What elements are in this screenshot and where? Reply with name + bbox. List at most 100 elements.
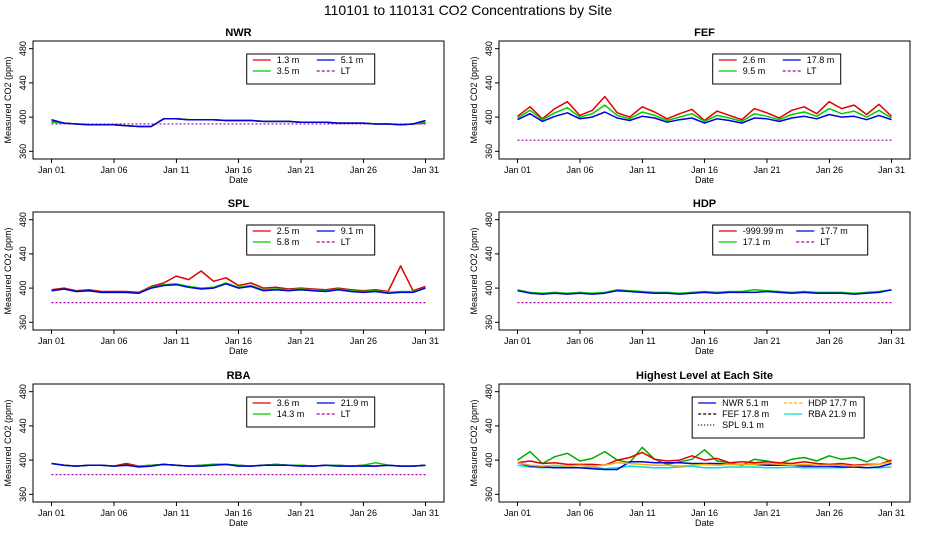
x-tick-label: Jan 11: [163, 508, 189, 518]
legend-label: 17.7 m: [820, 226, 848, 236]
y-tick-label: 440: [18, 418, 28, 433]
x-tick-label: Jan 21: [287, 165, 314, 175]
legend-label: LT: [807, 66, 817, 76]
series-line-fef-17-8-m: [517, 446, 892, 466]
legend-box: [712, 53, 842, 85]
x-tick-label: Jan 01: [504, 336, 531, 346]
x-tick-label: Jan 16: [225, 336, 252, 346]
plot-frame: [32, 40, 445, 160]
y-tick-label: 360: [18, 487, 28, 502]
y-axis-label: Measured CO2 (ppm): [3, 227, 13, 314]
panel-nwr: NWR 360 400 440 480 Measured CO2 (ppm) Jan 01 J…: [3, 27, 445, 185]
legend-box: [246, 396, 376, 428]
series-line-nwr-5-1-m: [517, 461, 892, 471]
x-axis-label: Date: [695, 518, 714, 528]
x-tick-label: Jan 31: [412, 508, 439, 518]
panel-title: Highest Level at Each Site: [636, 370, 773, 382]
legend-label: 1.3 m: [277, 55, 300, 65]
y-tick-label: 480: [484, 212, 494, 227]
x-tick-label: Jan 26: [350, 508, 377, 518]
legend-box: [691, 396, 865, 439]
x-axis-label: Date: [229, 518, 248, 528]
x-tick-label: Jan 21: [753, 508, 780, 518]
panel-rba: RBA 360 400 440 480 Measured CO2 (ppm) Jan 01 J…: [3, 370, 445, 528]
legend-label: LT: [820, 237, 830, 247]
legend-label: 3.6 m: [277, 398, 300, 408]
y-axis-label: Measured CO2 (ppm): [3, 399, 13, 486]
y-axis-label: Measured CO2 (ppm): [469, 56, 479, 143]
y-axis-label: Measured CO2 (ppm): [469, 227, 479, 314]
series-line-9-5-m: [517, 104, 892, 123]
legend: NWR 5.1 m HDP 17.7 m FEF 17.8 m RBA 21.9 m S…: [691, 396, 865, 439]
legend-label: 17.8 m: [807, 55, 835, 65]
y-tick-label: 440: [18, 75, 28, 90]
y-tick-label: 400: [18, 110, 28, 125]
panel-title: RBA: [227, 370, 251, 382]
x-axis-label: Date: [229, 346, 248, 356]
x-tick-label: Jan 26: [350, 336, 377, 346]
y-tick-label: 440: [484, 418, 494, 433]
x-tick-label: Jan 06: [566, 165, 593, 175]
y-tick-label: 400: [484, 453, 494, 468]
x-tick-label: Jan 16: [691, 508, 718, 518]
legend: 2.6 m 17.8 m 9.5 m LT: [712, 53, 842, 85]
x-axis-label: Date: [695, 175, 714, 185]
y-tick-label: 360: [18, 144, 28, 159]
series-line-spl-9-1-m: [517, 451, 892, 466]
legend-label: 21.9 m: [341, 398, 369, 408]
plot-frame: [32, 211, 445, 331]
x-axis-label: Date: [695, 346, 714, 356]
x-tick-label: Jan 16: [691, 165, 718, 175]
legend-label: 9.1 m: [341, 226, 364, 236]
y-tick-label: 360: [484, 315, 494, 330]
panel-title: SPL: [228, 198, 250, 210]
y-tick-label: 400: [18, 453, 28, 468]
x-tick-label: Jan 11: [629, 508, 655, 518]
y-tick-label: 440: [484, 246, 494, 261]
series-line-9-1-m: [51, 283, 426, 294]
legend: 3.6 m 21.9 m 14.3 m LT: [246, 396, 376, 428]
series-line-2-6-m: [517, 95, 893, 122]
x-tick-label: Jan 26: [816, 336, 843, 346]
legend-box: [246, 53, 376, 85]
x-tick-label: Jan 11: [629, 336, 655, 346]
x-tick-label: Jan 21: [287, 508, 314, 518]
x-tick-label: Jan 31: [878, 336, 905, 346]
x-tick-label: Jan 21: [753, 165, 780, 175]
series-line-2-5-m: [51, 265, 426, 294]
y-tick-label: 480: [18, 41, 28, 56]
legend-label: 5.1 m: [341, 55, 364, 65]
series-line-hdp-17-7-m: [517, 461, 892, 467]
x-tick-label: Jan 16: [225, 165, 252, 175]
legend-label: FEF 17.8 m: [722, 409, 769, 419]
y-axis-label: Measured CO2 (ppm): [3, 56, 13, 143]
x-tick-label: Jan 11: [163, 165, 189, 175]
y-axis-label: Measured CO2 (ppm): [469, 399, 479, 486]
legend-label: 17.1 m: [743, 237, 771, 247]
panel-title: HDP: [693, 198, 716, 210]
y-tick-label: 400: [18, 281, 28, 296]
panel-hdp: HDP 360 400 440 480 Measured CO2 (ppm) Jan 01 J…: [469, 198, 911, 356]
legend-label: 9.5 m: [743, 66, 766, 76]
plot-frame: [498, 40, 911, 160]
x-tick-label: Jan 26: [816, 508, 843, 518]
legend-label: 3.5 m: [277, 66, 300, 76]
y-tick-label: 400: [484, 281, 494, 296]
x-tick-label: Jan 31: [412, 336, 439, 346]
legend-label: LT: [341, 237, 351, 247]
y-tick-label: 360: [484, 144, 494, 159]
x-tick-label: Jan 06: [100, 508, 127, 518]
x-tick-label: Jan 21: [753, 336, 780, 346]
y-tick-label: 480: [18, 212, 28, 227]
legend-label: SPL 9.1 m: [722, 420, 764, 430]
x-tick-label: Jan 06: [100, 165, 127, 175]
x-tick-label: Jan 11: [629, 165, 655, 175]
legend-label: RBA 21.9 m: [808, 409, 856, 419]
legend-label: NWR 5.1 m: [722, 398, 769, 408]
y-tick-label: 400: [484, 110, 494, 125]
x-tick-label: Jan 31: [878, 165, 905, 175]
x-tick-label: Jan 01: [38, 336, 65, 346]
x-tick-label: Jan 16: [691, 336, 718, 346]
